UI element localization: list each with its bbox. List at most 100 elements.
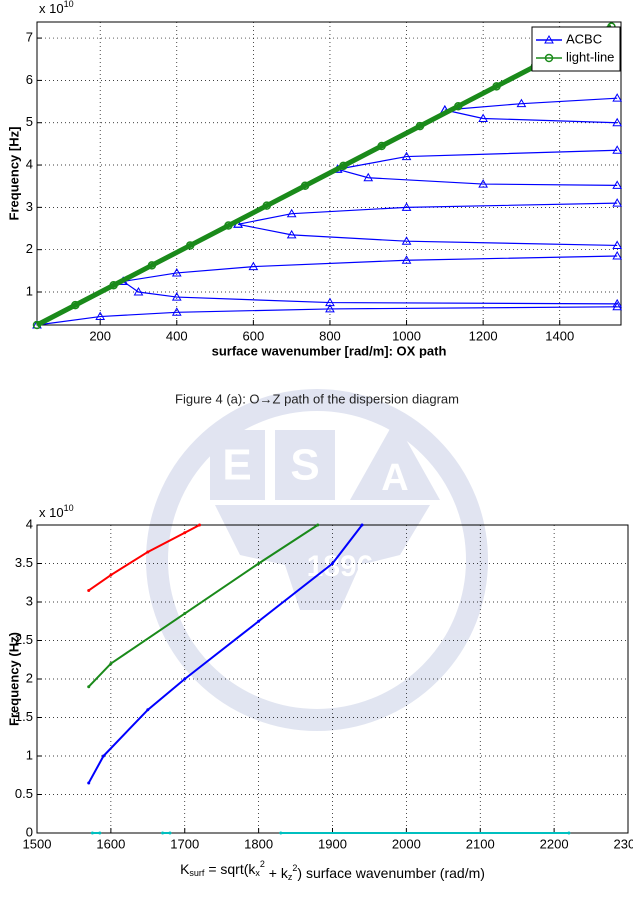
data-point xyxy=(325,303,335,313)
data-point xyxy=(257,562,261,565)
y-tick-label: 2 xyxy=(26,241,33,256)
data-point xyxy=(109,662,113,666)
y-tick-label: 6 xyxy=(26,72,33,87)
y-tick-label: 2 xyxy=(26,670,33,685)
data-point xyxy=(363,172,374,182)
y-tick-label: 1 xyxy=(26,747,33,762)
watermark-block xyxy=(350,420,440,500)
data-point xyxy=(95,311,106,321)
x-tick-label: 2000 xyxy=(392,836,421,851)
data-point xyxy=(516,98,527,108)
y-axis-label: Frequency [Hz] xyxy=(6,127,21,221)
x-tick-label: 1800 xyxy=(244,836,273,851)
legend-marker xyxy=(544,53,554,63)
data-point xyxy=(262,201,272,210)
data-point xyxy=(87,588,91,592)
x-tick-label: 1700 xyxy=(170,836,199,851)
axis-multiplier: x 1010 xyxy=(39,503,74,520)
y-tick-label: 0 xyxy=(26,824,33,839)
data-point xyxy=(453,101,463,111)
data-point xyxy=(300,181,310,191)
data-point xyxy=(279,831,283,835)
x-axis-label-part: 2 xyxy=(292,863,297,873)
x-tick-label: 400 xyxy=(166,328,188,343)
x-axis-label: Ksurf = sqrt(kx2 + kz2) surface wavenumb… xyxy=(180,859,485,882)
data-point xyxy=(612,198,623,207)
data-point xyxy=(316,523,320,527)
x-tick-label: 2100 xyxy=(466,836,495,851)
data-point xyxy=(478,113,488,122)
data-point xyxy=(612,298,623,308)
chart: 200 400 600 800 1000 1200 1400 1 2 3 4 5 6 7 x 1010 Fre… xyxy=(6,0,623,358)
data-point xyxy=(133,286,144,296)
data-point xyxy=(401,255,412,264)
data-point xyxy=(87,685,91,689)
series-line xyxy=(36,97,618,326)
x-tick-label: 1500 xyxy=(23,836,52,851)
watermark-year: 1896 xyxy=(307,550,374,583)
data-point xyxy=(168,831,172,835)
data-point xyxy=(224,221,233,230)
multiplier-base: x 10 xyxy=(39,1,64,16)
data-point xyxy=(183,612,187,616)
y-tick-label: 0.5 xyxy=(15,786,33,801)
multiplier-exponent: 10 xyxy=(64,0,74,9)
y-tick-label: 3.5 xyxy=(15,555,33,570)
legend-box xyxy=(531,26,621,72)
x-axis-label-part: + k xyxy=(265,865,289,881)
data-point xyxy=(612,93,623,102)
y-tick-label: 1.5 xyxy=(15,709,33,724)
data-point xyxy=(339,161,348,171)
y-tick-label: 2.5 xyxy=(15,632,33,647)
data-point xyxy=(185,241,195,250)
x-axis-label-part: z xyxy=(288,872,293,882)
legend-label: ACBC xyxy=(566,31,602,46)
data-point xyxy=(71,300,80,310)
x-tick-label: 1000 xyxy=(392,328,421,343)
x-tick-label: 2200 xyxy=(540,836,569,851)
data-point xyxy=(32,320,42,330)
x-tick-label: 1200 xyxy=(469,328,498,343)
data-point xyxy=(612,117,623,127)
axis-multiplier: x 1010 xyxy=(39,0,74,16)
watermark: E S A 1896 xyxy=(146,389,488,731)
legend-label: light-line xyxy=(566,49,614,64)
data-point xyxy=(87,781,91,785)
data-point xyxy=(612,301,623,311)
figure-caption: Figure 4 (a): O→Z path of the dispersion… xyxy=(175,391,459,406)
y-tick-label: 4 xyxy=(26,516,33,531)
x-axis-label-part: surf xyxy=(189,868,205,878)
data-point xyxy=(147,261,157,270)
x-axis-label-part: K xyxy=(180,861,190,877)
data-point xyxy=(198,523,202,527)
data-point xyxy=(325,297,335,307)
watermark-letter: S xyxy=(290,441,319,490)
x-axis-label-part: 2 xyxy=(260,859,265,869)
data-point xyxy=(183,677,187,681)
watermark-letter: A xyxy=(381,457,408,499)
data-point xyxy=(401,236,412,245)
data-point xyxy=(90,831,94,835)
y-tick-label: 3 xyxy=(26,199,33,214)
x-tick-label: 600 xyxy=(243,328,265,343)
data-point xyxy=(146,708,150,712)
data-point xyxy=(360,523,364,527)
data-point xyxy=(257,619,261,623)
data-point xyxy=(377,141,386,151)
data-point xyxy=(286,208,297,218)
data-point xyxy=(171,267,182,277)
data-point xyxy=(612,251,623,260)
data-point xyxy=(101,754,105,758)
y-tick-label: 3 xyxy=(26,593,33,608)
data-point xyxy=(109,280,118,290)
data-point xyxy=(171,307,182,316)
y-tick-label: 5 xyxy=(26,114,33,129)
data-point xyxy=(478,179,488,188)
data-point xyxy=(612,240,623,249)
multiplier-exponent: 10 xyxy=(64,503,74,513)
y-axis-label: Frequency (Hz) xyxy=(6,632,21,726)
data-point xyxy=(612,180,623,189)
